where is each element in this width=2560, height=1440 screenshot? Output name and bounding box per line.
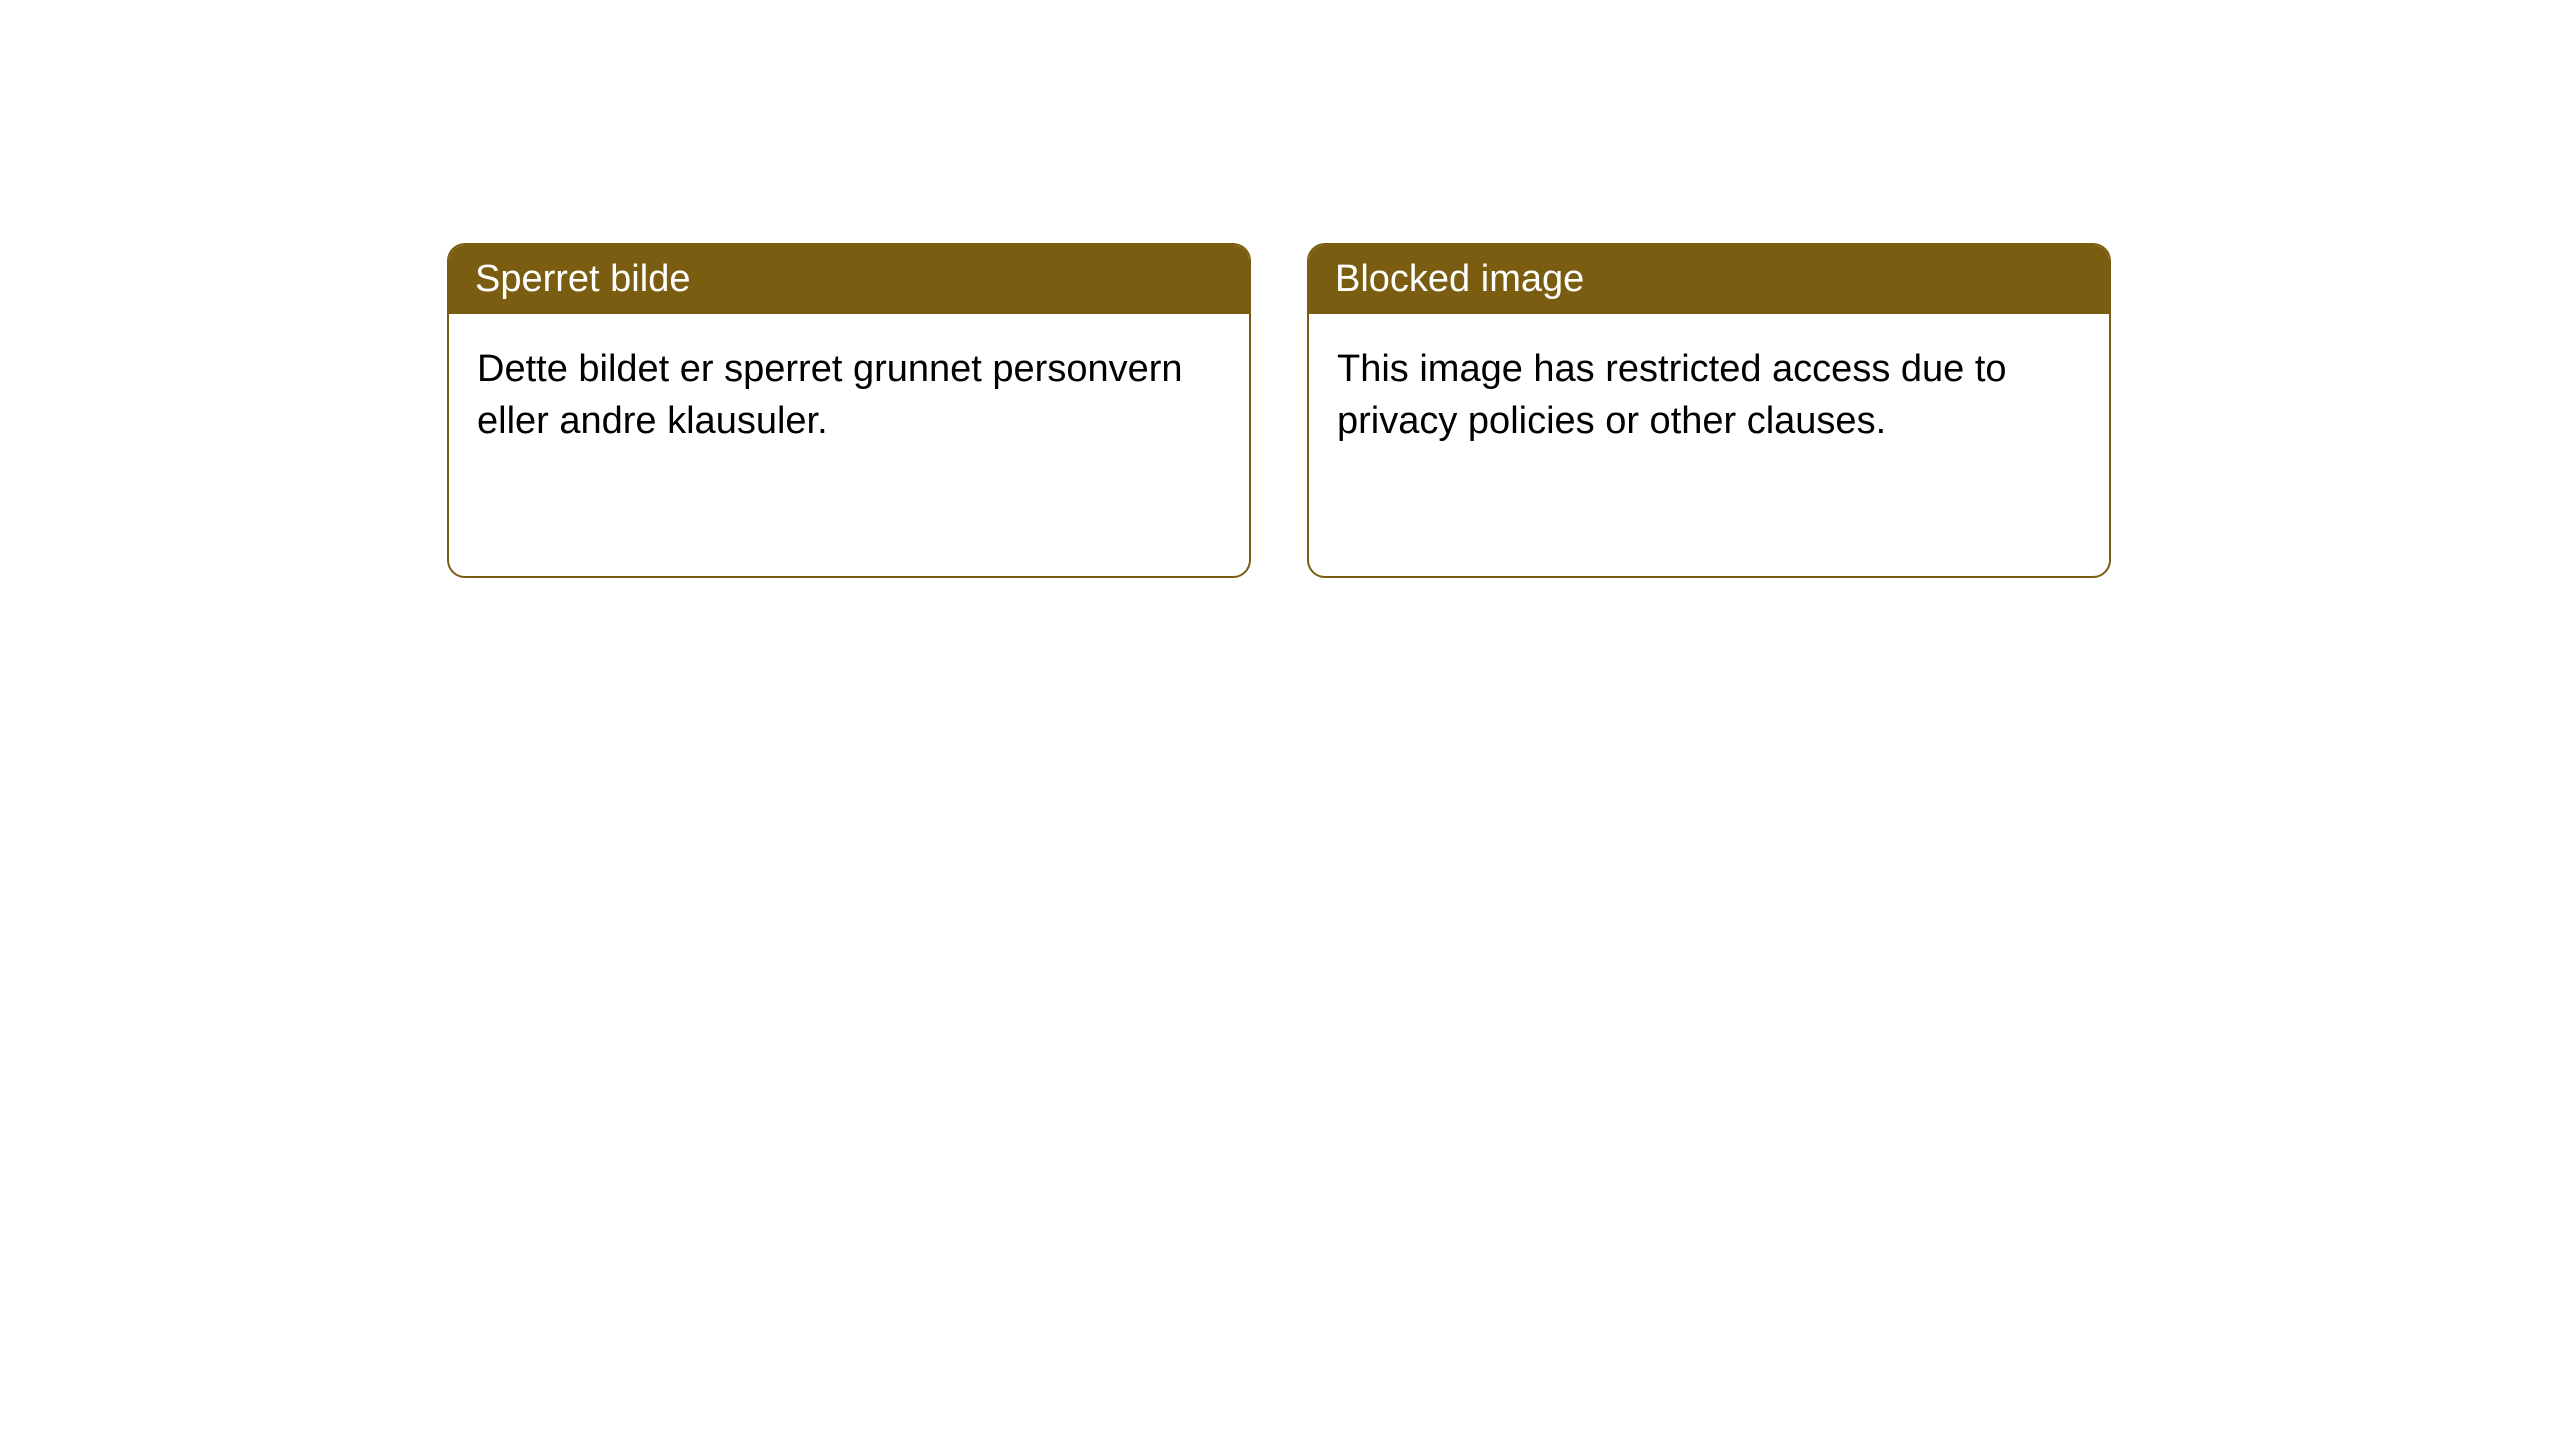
notice-card-norwegian: Sperret bilde Dette bildet er sperret gr… — [447, 243, 1251, 578]
notice-header: Sperret bilde — [449, 245, 1249, 314]
notice-card-english: Blocked image This image has restricted … — [1307, 243, 2111, 578]
notice-body: This image has restricted access due to … — [1309, 314, 2109, 477]
notice-body-text: Dette bildet er sperret grunnet personve… — [477, 348, 1183, 441]
notice-header: Blocked image — [1309, 245, 2109, 314]
notice-title: Sperret bilde — [475, 258, 690, 300]
notice-title: Blocked image — [1335, 258, 1584, 300]
notice-container: Sperret bilde Dette bildet er sperret gr… — [0, 0, 2560, 578]
notice-body-text: This image has restricted access due to … — [1337, 348, 2007, 441]
notice-body: Dette bildet er sperret grunnet personve… — [449, 314, 1249, 477]
